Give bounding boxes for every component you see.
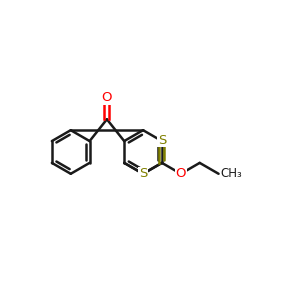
- Text: O: O: [102, 91, 112, 104]
- Text: S: S: [158, 134, 166, 147]
- Text: S: S: [139, 167, 147, 180]
- Text: CH₃: CH₃: [220, 167, 242, 180]
- Text: O: O: [176, 167, 186, 180]
